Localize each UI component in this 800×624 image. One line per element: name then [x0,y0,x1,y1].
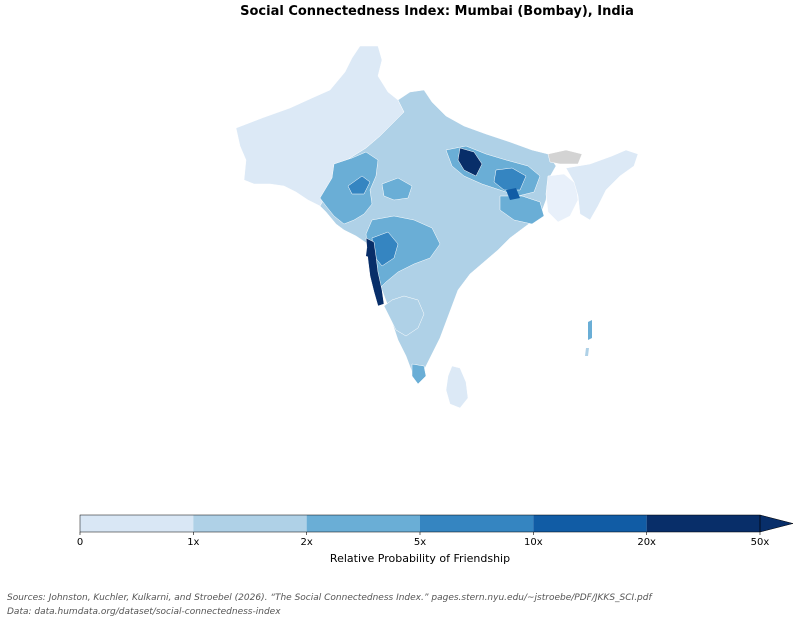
region-central [381,177,413,201]
region-northeast [565,149,639,221]
colorbar-bin [533,515,647,532]
region-nepal [547,149,583,165]
colorbar-tick-label: 50x [750,537,770,548]
region-bihar [493,167,527,191]
colorbar-extend-arrow [759,514,794,533]
region-andaman-2 [585,348,589,356]
region-south-tip [411,363,427,385]
region-jharkhand [499,195,545,225]
colorbar-tick-label: 20x [637,537,656,548]
region-jharkhand-dark [506,188,520,200]
data-citation: Data: data.humdata.org/dataset/social-co… [7,607,281,617]
colorbar [79,514,794,535]
colorbar-bin [306,515,420,532]
region-kutch [347,175,371,195]
region-bangladesh [545,173,579,223]
colorbar-bin [80,515,194,532]
colorbar-label: Relative Probability of Friendship [329,552,511,565]
region-andaman [588,320,592,340]
chart-title: Social Connectedness Index: Mumbai (Bomb… [240,4,634,19]
region-sri-lanka [445,365,469,409]
source-citation: Sources: Johnston, Kuchler, Kulkarni, an… [7,593,652,603]
colorbar-tick-label: 10x [524,537,543,548]
colorbar-tick-label: 5x [413,537,427,548]
colorbar-bin [646,515,760,532]
colorbar-bin [420,515,534,532]
region-mumbai [366,248,373,258]
colorbar-tick-label: 0 [76,537,84,548]
colorbar-tick-label: 1x [187,537,200,548]
south-asia-map [235,45,639,409]
colorbar-tick-label: 2x [300,537,313,548]
colorbar-bin [193,515,307,532]
region-uttar-pradesh-east [457,147,483,177]
region-karnataka [383,295,425,337]
